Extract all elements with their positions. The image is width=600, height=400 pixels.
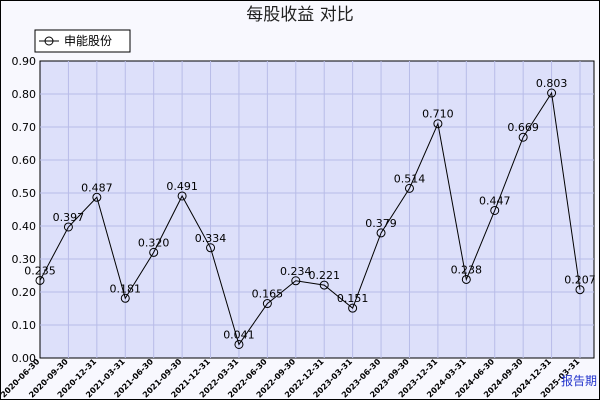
data-point — [433, 119, 443, 129]
series-line — [39, 91, 581, 346]
data-label: 0.320 — [138, 236, 170, 249]
data-label: 0.181 — [110, 282, 142, 295]
data-label: 0.234 — [280, 265, 312, 278]
data-label: 0.397 — [53, 211, 85, 224]
data-point — [518, 132, 528, 142]
data-label: 0.379 — [365, 217, 397, 230]
x-axis-ticks: 2020-06-302020-09-302020-12-312021-03-31… — [0, 357, 582, 400]
data-point — [319, 280, 329, 290]
y-tick-label: 0.80 — [12, 88, 37, 101]
legend: 申能股份 — [34, 29, 131, 53]
y-tick-label: 0.00 — [12, 352, 37, 365]
series-polyline — [39, 91, 581, 346]
data-point — [490, 205, 500, 215]
data-label: 0.165 — [252, 288, 284, 301]
chart-title: 每股收益 对比 — [246, 5, 353, 25]
data-point — [461, 274, 471, 284]
data-label: 0.334 — [195, 232, 227, 245]
data-label: 0.491 — [166, 180, 198, 193]
data-label: 0.151 — [337, 292, 369, 305]
plot-area — [39, 60, 595, 359]
data-label: 0.207 — [564, 274, 596, 287]
data-point — [547, 88, 557, 98]
data-label: 0.487 — [81, 181, 113, 194]
y-tick-label: 0.60 — [12, 154, 37, 167]
legend-entry: 申能股份 — [64, 34, 112, 48]
data-label: 0.041 — [223, 328, 255, 341]
y-tick-label: 0.10 — [12, 319, 37, 332]
y-axis-ticks: 0.00 0.10 0.20 0.30 0.40 0.50 0.60 0.70 0.80 0.90 — [12, 55, 37, 365]
data-label: 0.710 — [422, 108, 454, 121]
data-label: 0.803 — [536, 77, 568, 90]
data-points — [35, 88, 585, 349]
y-tick-label: 0.90 — [12, 55, 37, 68]
data-point — [404, 183, 414, 193]
data-label: 0.235 — [24, 264, 56, 277]
data-point — [291, 276, 301, 286]
data-point — [177, 191, 187, 201]
data-point — [376, 228, 386, 238]
data-point — [348, 303, 358, 313]
data-label: 0.238 — [451, 263, 483, 276]
y-tick-label: 0.70 — [12, 121, 37, 134]
data-point — [35, 275, 45, 285]
data-label: 0.221 — [308, 269, 340, 282]
y-tick-label: 0.40 — [12, 220, 37, 233]
data-label: 0.514 — [394, 172, 426, 185]
y-tick-label: 0.50 — [12, 187, 37, 200]
data-label: 0.447 — [479, 194, 511, 207]
data-point — [120, 293, 130, 303]
data-label: 0.669 — [507, 121, 539, 134]
data-labels: 0.235 0.397 0.487 0.181 0.320 0.491 0.334 0.041… — [24, 77, 596, 341]
y-tick-label: 0.20 — [12, 286, 37, 299]
x-axis-label: 报告期 — [561, 373, 597, 388]
data-point — [149, 247, 159, 257]
data-point — [63, 222, 73, 232]
data-point — [575, 285, 585, 295]
data-point — [92, 192, 102, 202]
y-tick-label: 0.30 — [12, 253, 37, 266]
legend-marker-icon — [44, 36, 54, 46]
data-point — [262, 299, 272, 309]
data-point — [206, 243, 216, 253]
grid-lines — [40, 61, 594, 358]
data-point — [234, 339, 244, 349]
